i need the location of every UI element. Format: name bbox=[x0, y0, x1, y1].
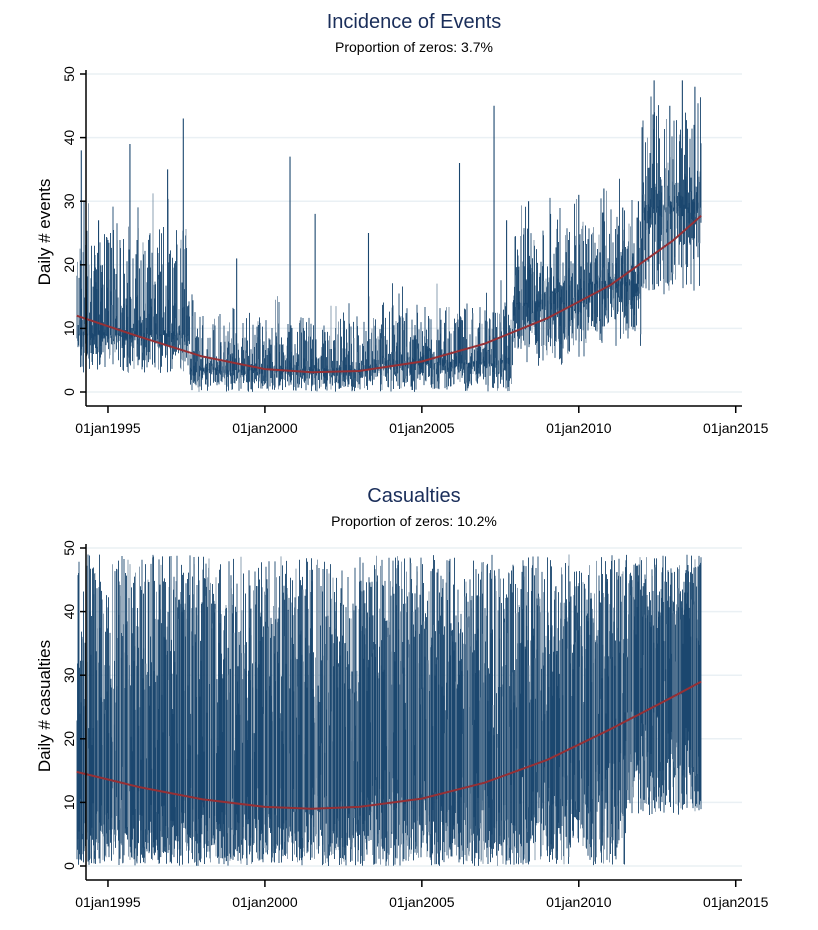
x-tick-label: 01jan2010 bbox=[546, 420, 612, 436]
events-panel: Incidence of Events Proportion of zeros:… bbox=[35, 11, 769, 436]
x-tick-label: 01jan2000 bbox=[232, 894, 298, 910]
chart-title: Casualties bbox=[367, 485, 460, 507]
y-tick-label: 40 bbox=[61, 130, 77, 146]
y-tick-label: 10 bbox=[61, 320, 77, 336]
x-tick-label: 01jan1995 bbox=[75, 894, 141, 910]
y-tick-label: 50 bbox=[61, 66, 77, 82]
casualties-panel: Casualties Proportion of zeros: 10.2% Da… bbox=[35, 485, 769, 910]
x-tick-label: 01jan2005 bbox=[389, 420, 455, 436]
x-tick-label: 01jan1995 bbox=[75, 420, 141, 436]
y-tick-label: 30 bbox=[61, 667, 77, 683]
y-axis-title: Daily # events bbox=[35, 179, 54, 286]
y-tick-label: 50 bbox=[61, 540, 77, 556]
x-tick-label: 01jan2015 bbox=[703, 894, 769, 910]
chart-subtitle: Proportion of zeros: 10.2% bbox=[331, 513, 497, 529]
chart-subtitle: Proportion of zeros: 3.7% bbox=[335, 39, 493, 55]
y-tick-label: 0 bbox=[61, 388, 77, 396]
y-tick-label: 10 bbox=[61, 794, 77, 810]
y-tick-label: 40 bbox=[61, 604, 77, 620]
trend-line bbox=[76, 680, 702, 810]
x-tick-label: 01jan2010 bbox=[546, 894, 612, 910]
x-tick-label: 01jan2015 bbox=[703, 420, 769, 436]
y-tick-label: 20 bbox=[61, 257, 77, 273]
x-tick-label: 01jan2000 bbox=[232, 420, 298, 436]
x-tick-label: 01jan2005 bbox=[389, 894, 455, 910]
y-tick-label: 20 bbox=[61, 731, 77, 747]
y-tick-label: 0 bbox=[61, 862, 77, 870]
y-tick-label: 30 bbox=[61, 193, 77, 209]
chart-title: Incidence of Events bbox=[327, 11, 502, 33]
trend-line bbox=[76, 215, 702, 374]
y-axis-title: Daily # casualties bbox=[35, 640, 54, 772]
